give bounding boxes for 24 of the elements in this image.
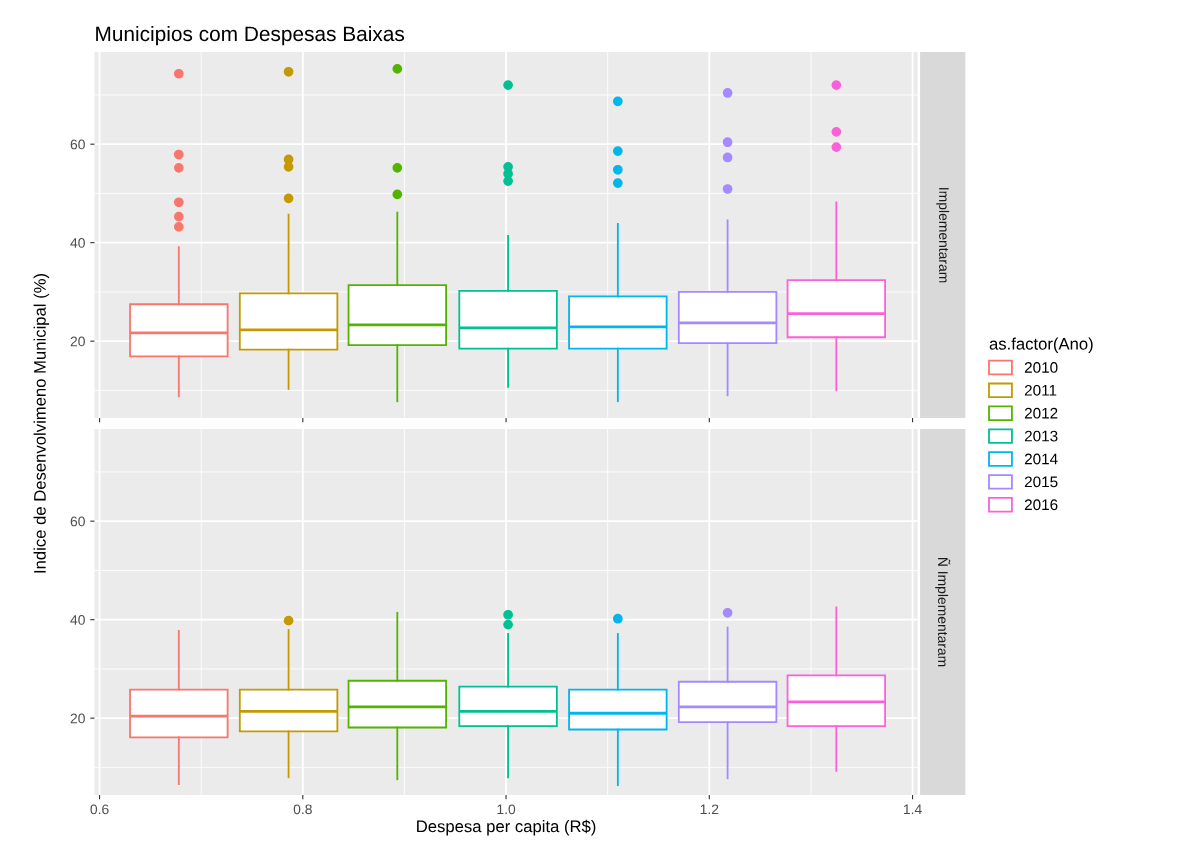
y2-axis-title: Ñ Implementaram: [935, 558, 951, 667]
x-tick-label: 1.4: [903, 804, 922, 815]
legend-label: 2011: [1024, 384, 1057, 396]
y-axis-title: Indice de Desenvolvimeno Municipal (%): [33, 273, 50, 573]
x-tick-label: 1.2: [700, 804, 719, 815]
legend-label: 2016: [1024, 499, 1058, 511]
y-tick-label: 40: [70, 615, 85, 625]
x-tick-label: 0.8: [293, 804, 312, 815]
y2-axis-title: Implementaram: [936, 188, 950, 283]
legend-label: 2013: [1024, 430, 1058, 442]
chart-title: Municipios com Despesas Baixas: [96, 25, 405, 46]
x-tick-label: 0.6: [90, 804, 109, 815]
legend-label: 2010: [1024, 362, 1058, 373]
legend-label: 2012: [1024, 407, 1058, 419]
legend-label: 2014: [1024, 453, 1058, 465]
y-tick-label: 20: [70, 336, 85, 347]
y-tick-label: 60: [70, 516, 85, 527]
x-tick-label: 1.0: [497, 804, 516, 815]
legend-title: as.factor(Ano): [989, 337, 1093, 353]
y-tick-label: 40: [70, 238, 85, 248]
x-axis-title: Despesa per capita (R$): [417, 819, 596, 836]
y-tick-label: 20: [70, 713, 85, 724]
legend-label: 2015: [1024, 476, 1058, 488]
y-tick-label: 60: [70, 139, 85, 150]
